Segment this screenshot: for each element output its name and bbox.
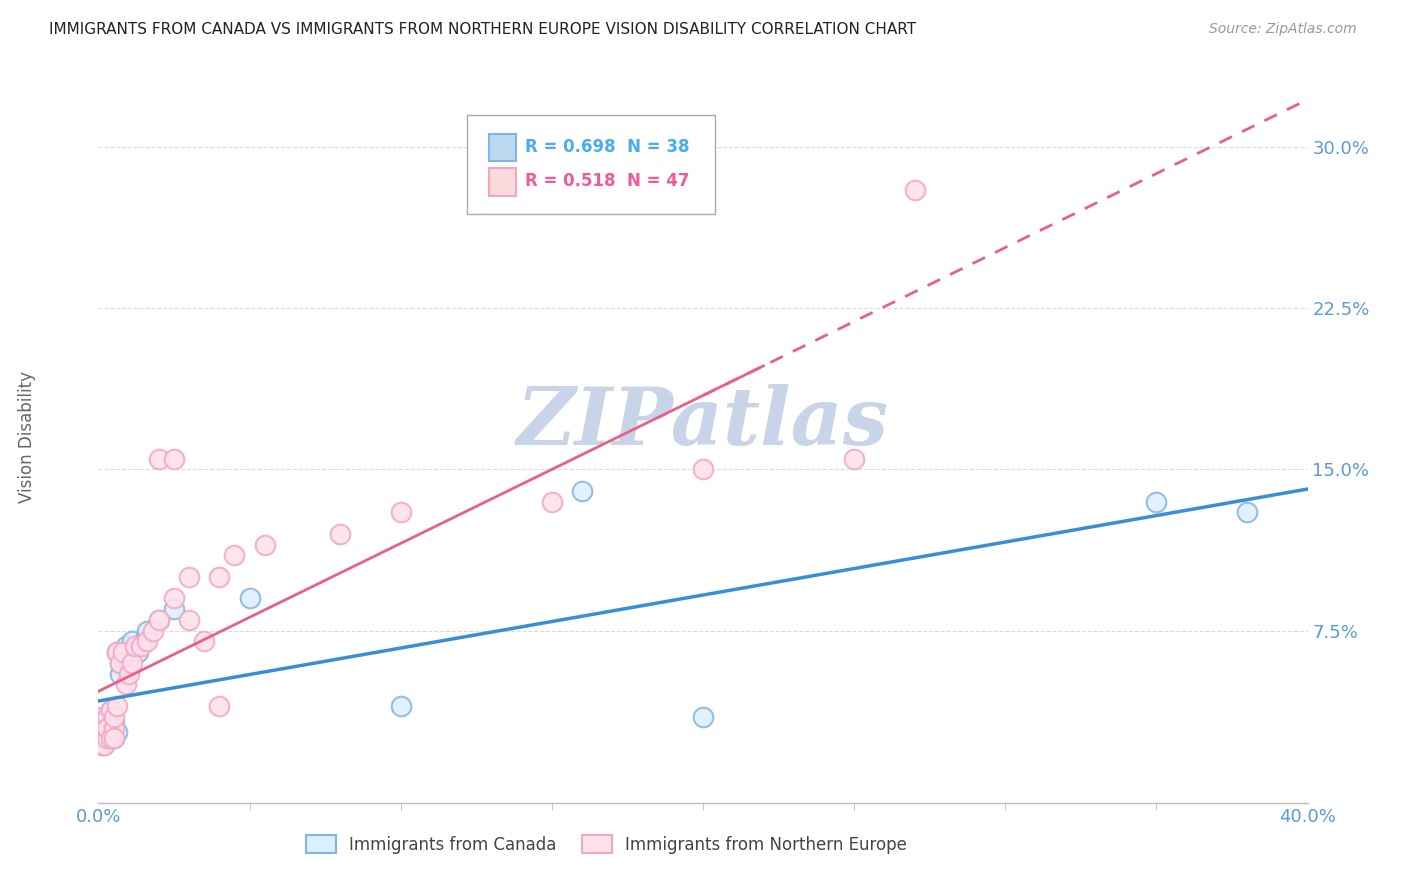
Point [103,721,125,735]
Text: IMMIGRANTS FROM CANADA VS IMMIGRANTS FROM NORTHERN EUROPE VISION DISABILITY CORR: IMMIGRANTS FROM CANADA VS IMMIGRANTS FRO… [49,22,917,37]
Point [135,624,157,638]
Point [93,738,115,752]
Point [179,570,201,584]
Point [90,738,112,752]
Point [127,645,149,659]
Point [148,613,170,627]
Point [103,716,125,731]
Point [208,570,231,584]
Point [135,634,157,648]
Point [692,710,714,724]
Point [105,645,128,659]
Point [93,731,115,746]
Point [132,634,155,648]
Point [96,731,118,746]
Point [129,639,152,653]
Point [90,721,112,735]
Point [111,645,134,659]
Point [540,494,562,508]
Point [90,731,112,746]
Point [93,724,115,739]
Point [100,703,122,717]
Point [142,624,165,638]
Legend: Immigrants from Canada, Immigrants from Northern Europe: Immigrants from Canada, Immigrants from … [299,829,914,860]
Point [389,698,412,713]
Point [148,451,170,466]
Point [114,677,136,691]
Point [90,721,112,735]
Point [100,731,122,746]
Point [179,613,201,627]
Point [208,698,231,713]
Point [108,656,131,670]
Point [118,656,141,670]
Point [90,724,112,739]
Point [114,639,136,653]
Point [105,698,128,713]
Text: Source: ZipAtlas.com: Source: ZipAtlas.com [1209,22,1357,37]
Point [239,591,262,606]
Point [96,724,118,739]
Point [389,505,412,519]
Point [108,666,131,681]
Point [121,656,143,670]
Point [96,716,118,731]
Point [1144,494,1167,508]
Point [163,602,186,616]
FancyBboxPatch shape [489,134,516,161]
Point [224,549,246,563]
Y-axis label: Vision Disability: Vision Disability [18,371,37,503]
Point [108,656,131,670]
Point [100,731,122,746]
FancyBboxPatch shape [489,168,516,195]
Point [103,731,125,746]
Text: ZIPatlas: ZIPatlas [517,384,889,461]
Point [90,710,112,724]
Point [103,731,125,746]
Point [124,639,146,653]
Point [103,710,125,724]
Point [1236,505,1258,519]
Point [692,462,714,476]
Point [571,483,593,498]
Point [93,710,115,724]
Point [121,634,143,648]
Point [93,721,115,735]
Point [105,724,128,739]
Point [118,666,141,681]
Point [163,591,186,606]
Point [105,645,128,659]
Point [93,729,115,743]
Point [904,183,927,197]
Point [90,724,112,739]
Point [90,716,112,731]
Point [96,710,118,724]
Point [96,721,118,735]
Point [90,731,112,746]
Point [193,634,215,648]
Point [93,724,115,739]
FancyBboxPatch shape [467,115,716,214]
Point [96,731,118,746]
Point [148,613,170,627]
Point [93,738,115,752]
Point [93,721,115,735]
Point [329,527,352,541]
Point [96,724,118,739]
Text: R = 0.518  N = 47: R = 0.518 N = 47 [526,172,690,190]
Point [163,451,186,466]
Point [844,451,866,466]
Point [100,703,122,717]
Point [100,721,122,735]
Text: R = 0.698  N = 38: R = 0.698 N = 38 [526,137,690,156]
Point [253,538,276,552]
Point [103,721,125,735]
Point [96,721,118,735]
Point [93,716,115,731]
Point [111,651,134,665]
